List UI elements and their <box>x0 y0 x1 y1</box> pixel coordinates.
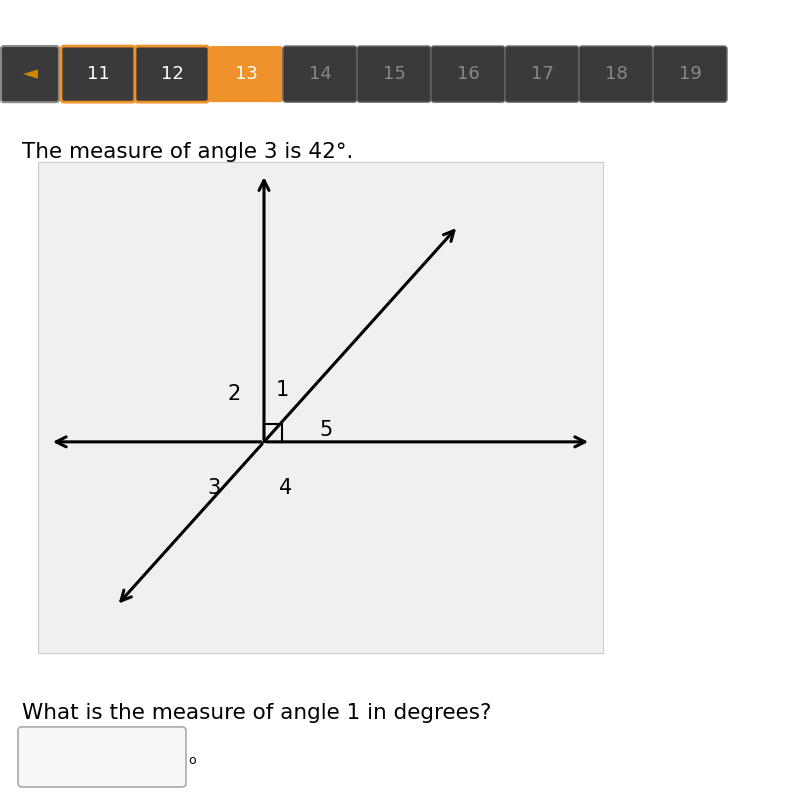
Text: 17: 17 <box>530 65 554 83</box>
Text: 15: 15 <box>382 65 406 83</box>
Text: 13: 13 <box>234 65 258 83</box>
Bar <box>38 162 603 653</box>
FancyBboxPatch shape <box>505 46 579 103</box>
Text: 2: 2 <box>227 384 241 404</box>
Text: 5: 5 <box>319 420 333 440</box>
Text: 11: 11 <box>86 65 110 83</box>
Text: 19: 19 <box>678 65 702 83</box>
Text: What is the measure of angle 1 in degrees?: What is the measure of angle 1 in degree… <box>22 703 491 723</box>
FancyBboxPatch shape <box>283 46 357 103</box>
FancyBboxPatch shape <box>653 46 727 103</box>
Text: 1: 1 <box>275 380 289 400</box>
FancyBboxPatch shape <box>431 46 505 103</box>
FancyBboxPatch shape <box>135 46 209 103</box>
FancyBboxPatch shape <box>579 46 653 103</box>
Text: The measure of angle 3 is 42°.: The measure of angle 3 is 42°. <box>22 143 354 162</box>
Text: 14: 14 <box>309 65 331 83</box>
Text: o: o <box>188 755 196 767</box>
Text: 18: 18 <box>605 65 627 83</box>
FancyBboxPatch shape <box>18 727 186 787</box>
Bar <box>264 424 282 442</box>
FancyBboxPatch shape <box>209 46 283 103</box>
Text: 3: 3 <box>207 478 221 498</box>
FancyBboxPatch shape <box>357 46 431 103</box>
Text: 16: 16 <box>457 65 479 83</box>
Text: ◄: ◄ <box>22 65 38 83</box>
Text: 4: 4 <box>279 478 293 498</box>
Text: 12: 12 <box>161 65 183 83</box>
FancyBboxPatch shape <box>61 46 135 103</box>
FancyBboxPatch shape <box>1 46 59 103</box>
